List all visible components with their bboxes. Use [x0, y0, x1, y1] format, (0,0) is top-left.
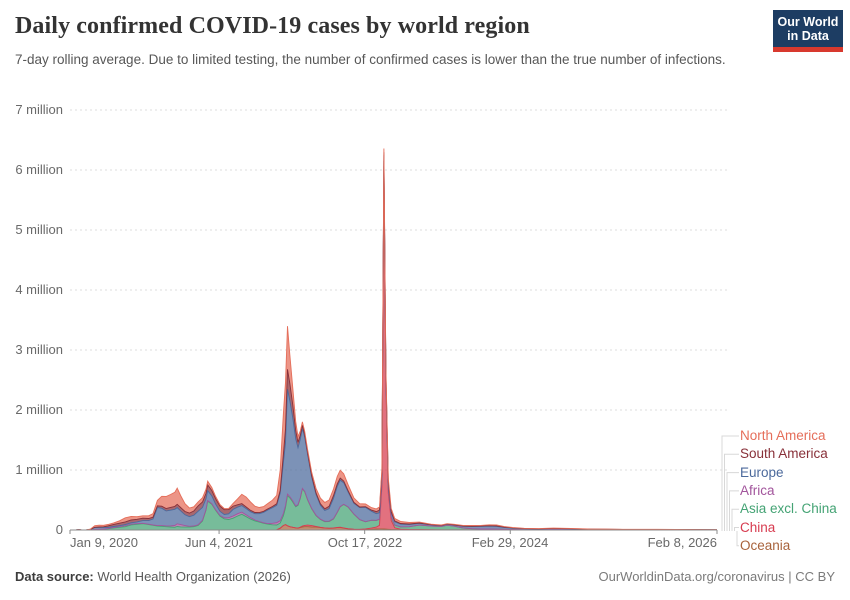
- owid-logo: Our World in Data: [773, 10, 843, 52]
- x-tick-label: Feb 8, 2026: [647, 535, 717, 550]
- x-tick-label: Oct 17, 2022: [327, 535, 403, 550]
- y-tick-label: 4 million: [15, 282, 63, 297]
- legend-item-oceania[interactable]: Oceania: [740, 538, 791, 553]
- legend-item-africa[interactable]: Africa: [740, 483, 775, 498]
- legend-item-europe[interactable]: Europe: [740, 465, 784, 480]
- legend-item-north-america[interactable]: North America: [740, 428, 826, 443]
- owid-logo-line2: in Data: [787, 28, 829, 43]
- y-tick-label: 3 million: [15, 342, 63, 357]
- page-title: Daily confirmed COVID-19 cases by world …: [15, 13, 530, 39]
- data-source-value: World Health Organization (2026): [93, 569, 291, 584]
- legend-item-china[interactable]: China: [740, 520, 776, 535]
- data-source-label: Data source:: [15, 569, 94, 584]
- owid-logo-line1: Our World: [777, 14, 839, 29]
- legend-item-south-america[interactable]: South America: [740, 446, 828, 461]
- data-source-note: Data source: World Health Organization (…: [15, 569, 291, 584]
- x-tick-label: Feb 29, 2024: [471, 535, 549, 550]
- y-tick-label: 6 million: [15, 162, 63, 177]
- y-tick-label: 2 million: [15, 402, 63, 417]
- x-tick-label: Jun 4, 2021: [185, 535, 253, 550]
- y-tick-label: 1 million: [15, 462, 63, 477]
- x-tick-label: Jan 9, 2020: [70, 535, 138, 550]
- owid-link[interactable]: OurWorldinData.org/coronavirus: [598, 569, 785, 584]
- attribution: OurWorldinData.org/coronavirus | CC BY: [598, 569, 835, 584]
- chart-subtitle: 7-day rolling average. Due to limited te…: [15, 52, 726, 67]
- y-tick-label: 7 million: [15, 102, 63, 117]
- y-tick-label: 5 million: [15, 222, 63, 237]
- license-label: | CC BY: [784, 569, 835, 584]
- y-tick-label: 0: [55, 522, 63, 537]
- legend-item-asia-excl-china[interactable]: Asia excl. China: [740, 501, 837, 516]
